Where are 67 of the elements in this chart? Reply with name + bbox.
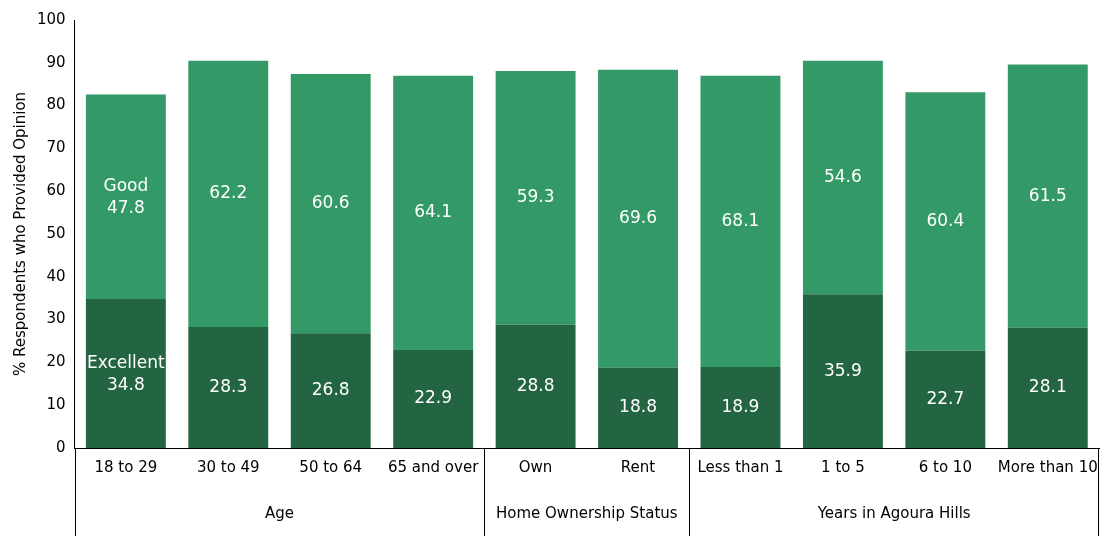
bar [393,349,474,448]
x-tick-label: 1 to 5 [821,457,865,476]
bar [802,294,883,448]
data-label: 26.8 [311,379,350,400]
bar [188,326,269,448]
y-tick-label: 30 [46,309,66,328]
bar [188,60,269,327]
bar [1007,327,1088,448]
bar [290,73,371,334]
bar [598,69,678,368]
data-label: 28.3 [209,375,248,396]
text: Home Ownership Status [496,503,678,522]
data-label: 59.3 [516,186,555,207]
text: Age [265,503,295,522]
data-label: 62.2 [209,182,248,203]
y-tick-label: 20 [46,352,66,371]
data-label: 22.7 [926,387,965,408]
bar [700,75,781,368]
y-tick-label: 50 [46,223,66,242]
bar [290,333,371,448]
x-tick-label: More than 10 [997,457,1098,476]
x-tick-label: Rent [620,457,656,476]
data-label: 35.9 [823,359,862,380]
bar [85,299,166,448]
data-label: 47.8 [106,197,145,218]
data-label: 34.8 [106,373,145,394]
data-label: 60.4 [926,210,965,231]
data-label: 54.6 [823,165,862,186]
x-tick-label: 65 and over [388,457,480,476]
bar [700,367,781,448]
y-tick-label: 100 [36,9,66,28]
y-tick-label: 0 [56,437,66,456]
x-tick-label: 30 to 49 [196,457,260,476]
y-tick-label: 40 [46,266,66,285]
y-axis-title: % Respondents who Provided Opinion [10,91,29,377]
data-label: 64.1 [414,201,453,222]
data-label: 61.5 [1028,184,1067,205]
bar [393,75,474,350]
text: Years in Agoura Hills [816,503,971,522]
y-tick-label: 70 [46,138,66,157]
bar [905,92,986,351]
y-tick-label: 60 [46,181,66,200]
data-label: 28.8 [516,374,555,395]
data-label: 18.8 [619,396,657,417]
bar [85,94,166,300]
data-label: 22.9 [414,387,453,408]
x-tick-label: 6 to 10 [918,457,972,476]
bar [598,367,678,448]
x-tick-label: 18 to 29 [94,457,158,476]
series-label: Excellent [87,351,166,372]
y-tick-label: 80 [46,95,66,114]
bar [802,60,883,295]
bar [1007,64,1088,328]
y-tick-label: 10 [46,395,66,414]
x-tick-label: Less than 1 [697,457,784,476]
x-tick-label: Own [518,457,553,476]
data-label: 28.1 [1028,376,1067,397]
data-label: 68.1 [721,209,760,230]
data-label: 18.9 [721,395,760,416]
bar [495,324,576,448]
data-label: 69.6 [619,207,657,228]
y-tick-label: 90 [46,52,66,71]
series-label: Good [103,175,149,196]
x-tick-label: 50 to 64 [299,457,363,476]
bar [495,70,576,325]
bar [905,350,986,448]
data-label: 60.6 [311,192,350,213]
